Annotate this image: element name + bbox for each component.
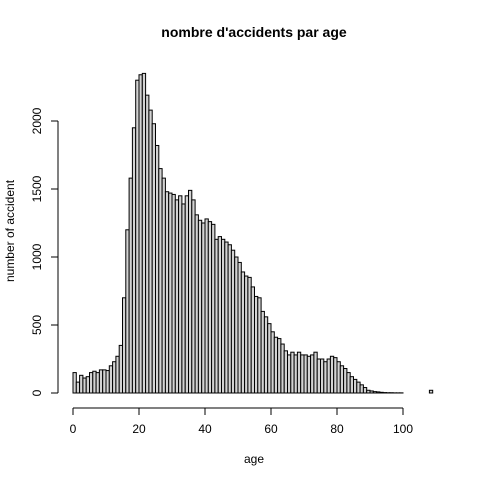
y-tick-label: 500 — [30, 315, 44, 335]
y-tick-label: 1000 — [30, 243, 44, 270]
x-tick-label: 0 — [70, 422, 77, 436]
y-tick-label: 0 — [30, 389, 44, 396]
y-tick-label: 1500 — [30, 175, 44, 202]
x-tick-label: 20 — [132, 422, 146, 436]
x-axis: 0 20 40 60 80 100 — [70, 407, 413, 436]
histogram-bars — [72, 72, 434, 394]
x-tick-label: 100 — [393, 422, 413, 436]
x-tick-label: 40 — [198, 422, 212, 436]
histogram-bar — [428, 389, 434, 394]
y-axis: 0 500 1000 1500 2000 — [30, 107, 59, 396]
x-tick-label: 60 — [264, 422, 278, 436]
y-axis-label: number of accident — [3, 179, 17, 282]
y-tick-label: 2000 — [30, 107, 44, 134]
x-axis-label: age — [244, 452, 264, 466]
chart-title: nombre d'accidents par age — [161, 24, 347, 40]
x-tick-label: 80 — [330, 422, 344, 436]
